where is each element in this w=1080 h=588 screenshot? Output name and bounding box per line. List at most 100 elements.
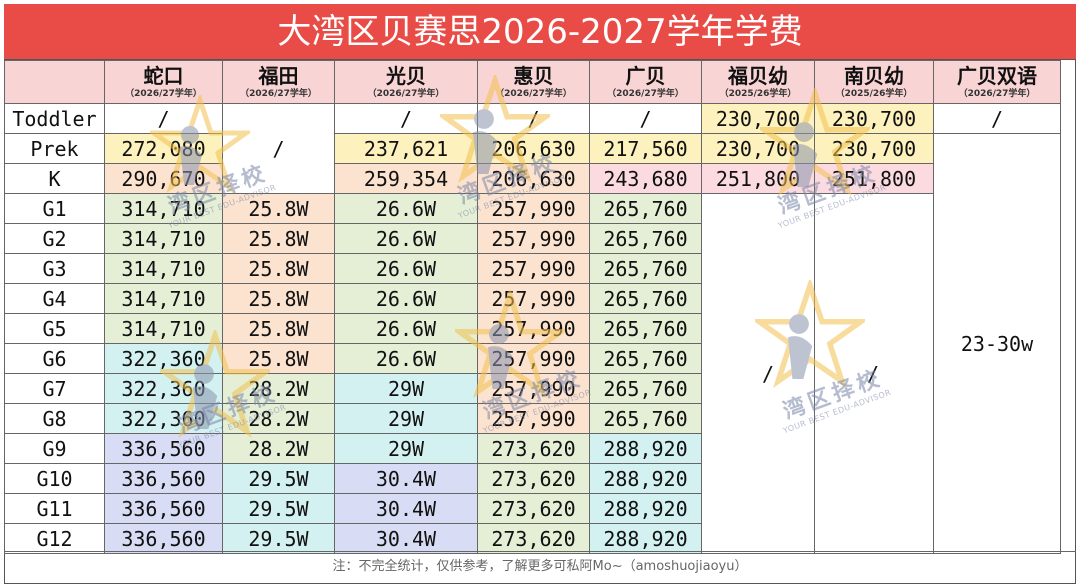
cell-huibei: 273,620 — [477, 433, 590, 464]
cell-gbei: 288,920 — [589, 433, 702, 464]
table-row: Toddler / / / / / 230,700 230,700 / — [4, 103, 1061, 194]
table-row: G9 336,560 28.2W 29W 273,620 288,920 — [4, 433, 1061, 464]
cell-huibei: 257,990 — [477, 193, 590, 224]
cell-futian: 25.8W — [222, 343, 335, 374]
cell-gbei: 265,760 — [589, 343, 702, 374]
table-row: G3 314,710 25.8W 26.6W 257,990 265,760 — [4, 253, 1061, 284]
cell-futian: 25.8W — [222, 313, 335, 344]
cell-shekou: 322,360 — [104, 403, 223, 434]
table-row: G11 336,560 29.5W 30.4W 273,620 288,920 — [4, 493, 1061, 524]
cell-shekou: 336,560 — [104, 463, 223, 494]
cell-futian: 25.8W — [222, 253, 335, 284]
cell-huibei: 273,620 — [477, 463, 590, 494]
cell-gbei: 265,760 — [589, 403, 702, 434]
header-shekou: 蛇口 （2026/27学年） — [104, 60, 223, 104]
row-label: G5 — [4, 313, 105, 344]
cell-gbei: 265,760 — [589, 283, 702, 314]
header-futian: 福田 （2026/27学年） — [222, 60, 335, 104]
cell-shekou: 322,360 — [104, 343, 223, 374]
cell-fubeiyou: 251,800 — [701, 163, 815, 194]
cell-nanbeiyou: 230,700 — [814, 103, 934, 134]
cell-huibei: 273,620 — [477, 493, 590, 524]
table-row: Prek 272,080 237,621 206,630 217,560 230… — [4, 133, 1061, 554]
cell-guangbei: 237,621 — [334, 133, 478, 164]
row-label: Prek — [4, 133, 105, 164]
cell-gbei: 265,760 — [589, 223, 702, 254]
row-label: G12 — [4, 523, 105, 554]
cell-shekou: 336,560 — [104, 433, 223, 464]
header-corner — [4, 60, 105, 104]
cell-huibei: 257,990 — [477, 253, 590, 284]
row-label: G10 — [4, 463, 105, 494]
header-fubeiyou: 福贝幼 （2025/26学年） — [701, 60, 815, 104]
cell-fubeiyou: 230,700 — [701, 133, 815, 164]
cell-huibei: 257,990 — [477, 343, 590, 374]
cell-futian: 28.2W — [222, 373, 335, 404]
row-label: G6 — [4, 343, 105, 374]
row-label: K — [4, 163, 105, 194]
table-row: G12 336,560 29.5W 30.4W 273,620 288,920 — [4, 523, 1061, 554]
cell-huibei: 206,630 — [477, 163, 590, 194]
row-label: G8 — [4, 403, 105, 434]
cell-gbei: 243,680 — [589, 163, 702, 194]
cell-gbei: 265,760 — [589, 373, 702, 404]
table-row: K 290,670 259,354 206,630 243,680 251,80… — [4, 163, 1061, 194]
cell-guangbei: 30.4W — [334, 493, 478, 524]
cell-guangbei: 26.6W — [334, 253, 478, 284]
cell-futian: 25.8W — [222, 193, 335, 224]
cell-shekou: / — [104, 103, 223, 134]
cell-guangbei: 26.6W — [334, 343, 478, 374]
cell-shekou: 314,710 — [104, 283, 223, 314]
cell-shekou: 290,670 — [104, 163, 223, 194]
cell-guangbei: / — [334, 103, 478, 134]
page-title: 大湾区贝赛思2026-2027学年学费 — [4, 4, 1076, 60]
cell-huibei: / — [477, 103, 590, 134]
cell-futian: 25.8W — [222, 283, 335, 314]
cell-nanbeiyou: 230,700 — [814, 133, 934, 164]
header-guangbei: 光贝 （2026/27学年） — [334, 60, 478, 104]
cell-guangbei: 26.6W — [334, 283, 478, 314]
cell-shekou: 314,710 — [104, 193, 223, 224]
row-label: G11 — [4, 493, 105, 524]
cell-gbei: 217,560 — [589, 133, 702, 164]
cell-bilingual-merged: 23-30w — [933, 133, 1061, 554]
cell-futian-merged: / — [222, 103, 335, 194]
cell-huibei: 257,990 — [477, 223, 590, 254]
cell-futian: 28.2W — [222, 433, 335, 464]
row-label: G4 — [4, 283, 105, 314]
cell-futian: 29.5W — [222, 463, 335, 494]
table-row: G4 314,710 25.8W 26.6W 257,990 265,760 — [4, 283, 1061, 314]
header-row: 蛇口 （2026/27学年） 福田 （2026/27学年） 光贝 （2026/27学年… — [4, 60, 1061, 104]
cell-guangbei: 30.4W — [334, 463, 478, 494]
cell-guangbei: 259,354 — [334, 163, 478, 194]
header-bilingual: 广贝双语 （2026/27学年） — [933, 60, 1061, 104]
cell-futian: 29.5W — [222, 493, 335, 524]
table-row: G2 314,710 25.8W 26.6W 257,990 265,760 — [4, 223, 1061, 254]
cell-shekou: 314,710 — [104, 223, 223, 254]
cell-guangbei: 26.6W — [334, 223, 478, 254]
cell-guangbei: 29W — [334, 403, 478, 434]
cell-fubeiyou: 230,700 — [701, 103, 815, 134]
cell-huibei: 257,990 — [477, 313, 590, 344]
cell-gbei: 288,920 — [589, 523, 702, 554]
row-label: G7 — [4, 373, 105, 404]
cell-huibei: 257,990 — [477, 283, 590, 314]
cell-guangbei: 29W — [334, 373, 478, 404]
cell-shekou: 336,560 — [104, 493, 223, 524]
cell-guangbei: 26.6W — [334, 313, 478, 344]
row-label: G1 — [4, 193, 105, 224]
cell-fubeiyou-merged: / — [701, 193, 815, 554]
cell-huibei: 257,990 — [477, 373, 590, 404]
cell-bilingual: / — [933, 103, 1061, 134]
cell-futian: 28.2W — [222, 403, 335, 434]
header-huibei: 惠贝 （2026/27学年） — [477, 60, 590, 104]
cell-huibei: 257,990 — [477, 403, 590, 434]
footnote: 注：不完全统计，仅供参考，了解更多可私阿Mo~（amoshuojiaoyu） — [4, 551, 1076, 584]
cell-shekou: 314,710 — [104, 253, 223, 284]
header-gbei: 广贝 （2026/27学年） — [589, 60, 702, 104]
cell-gbei: 265,760 — [589, 253, 702, 284]
cell-shekou: 272,080 — [104, 133, 223, 164]
cell-huibei: 206,630 — [477, 133, 590, 164]
cell-futian: 29.5W — [222, 523, 335, 554]
cell-futian: 25.8W — [222, 223, 335, 254]
